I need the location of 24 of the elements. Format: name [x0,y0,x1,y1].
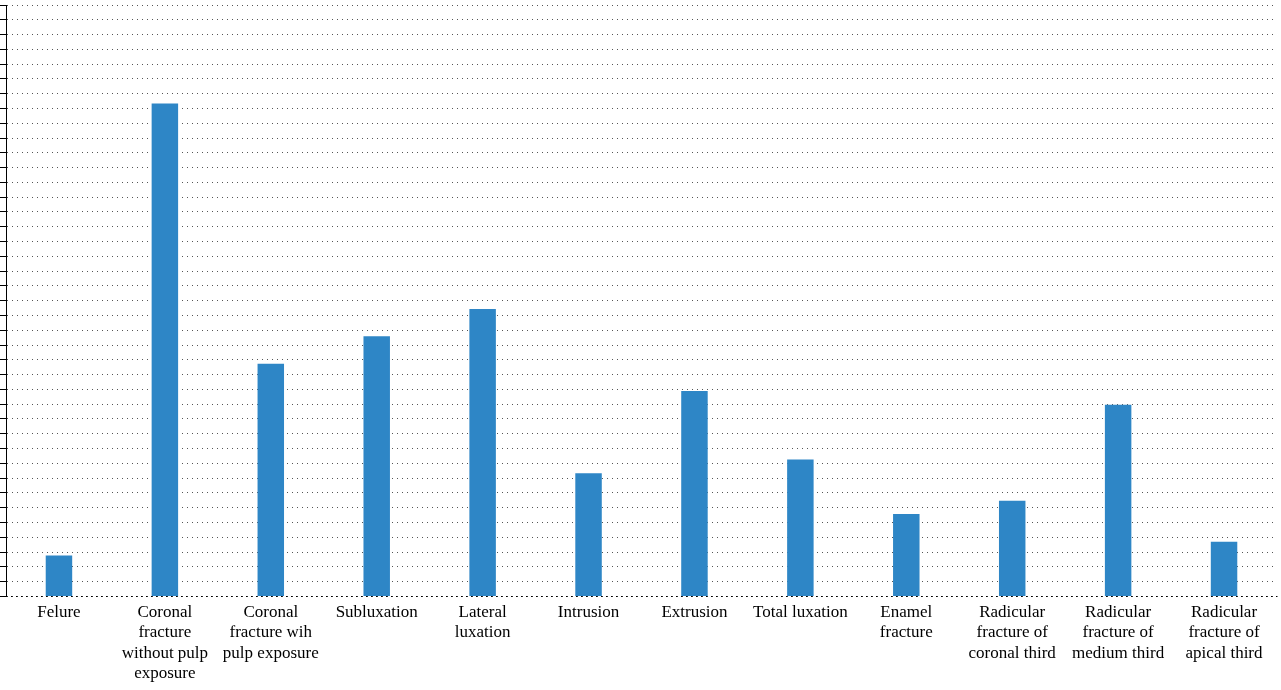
x-tick-label: Enamel fracture [879,602,933,642]
x-tick-label: Radicular fracture of apical third [1185,602,1264,662]
bar [575,473,602,596]
x-tick-label: Coronal fracture wih pulp exposure [222,602,319,662]
bar [1104,404,1132,596]
bar [45,555,73,596]
bar [257,363,285,596]
bar [893,514,920,596]
x-tick-label: Total luxation [753,602,849,622]
x-tick-label: Subluxation [335,602,419,622]
x-tick-label: Radicular fracture of medium third [1072,602,1165,662]
bar [469,309,496,596]
bar [998,500,1026,596]
bar [787,459,814,596]
x-tick-label: Intrusion [557,602,620,622]
bar [1210,541,1238,596]
x-tick-label: Extrusion [661,602,729,622]
x-tick-label: Coronal fracture without pulp exposure [121,602,209,683]
bar [151,103,179,596]
x-tick-label: Radicular fracture of coronal third [968,602,1057,662]
bar [363,336,390,596]
bar [681,390,708,596]
x-tick-label: Felure [37,602,81,622]
x-tick-label: Lateral luxation [454,602,511,642]
